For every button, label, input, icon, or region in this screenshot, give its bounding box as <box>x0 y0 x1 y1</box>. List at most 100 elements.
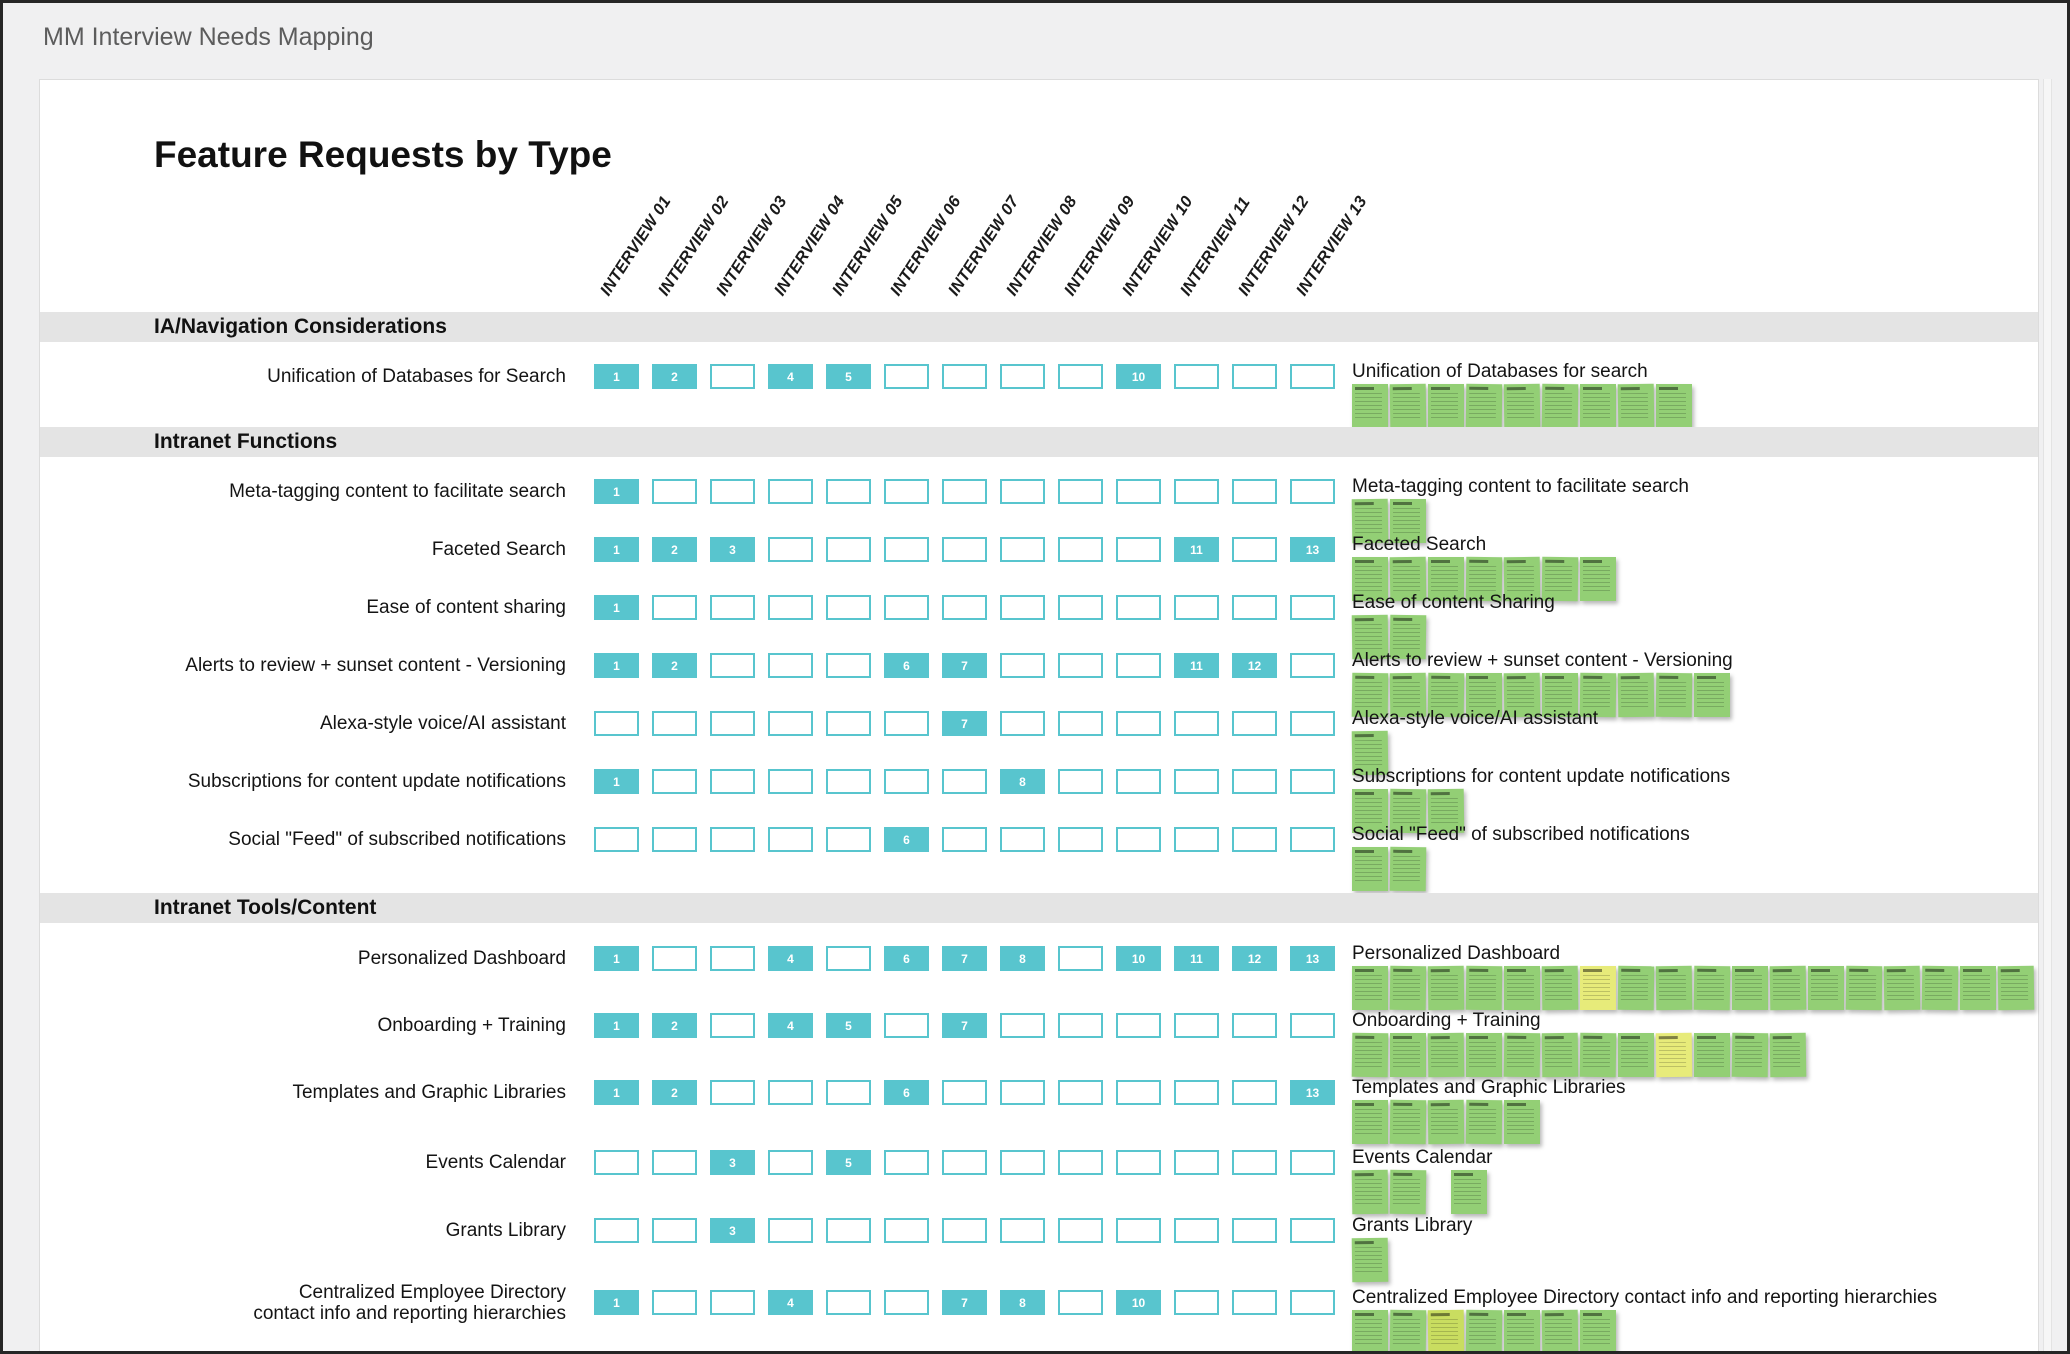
sticky-note[interactable] <box>1504 1310 1540 1351</box>
matrix-cell-empty[interactable] <box>942 1150 987 1175</box>
matrix-cell-filled[interactable]: 1 <box>594 364 639 389</box>
matrix-cell-empty[interactable] <box>1290 1013 1335 1038</box>
sticky-note[interactable] <box>1352 1100 1388 1144</box>
matrix-cell-empty[interactable] <box>768 479 813 504</box>
sticky-note[interactable] <box>1466 1033 1502 1077</box>
sticky-note[interactable] <box>1769 1032 1807 1078</box>
sticky-note[interactable] <box>1580 966 1616 1010</box>
matrix-cell-empty[interactable] <box>942 1080 987 1105</box>
matrix-cell-empty[interactable] <box>826 827 871 852</box>
sticky-note[interactable] <box>1694 673 1730 717</box>
sticky-note[interactable] <box>1389 846 1427 892</box>
matrix-cell-empty[interactable] <box>1000 1080 1045 1105</box>
matrix-cell-empty[interactable] <box>1232 364 1277 389</box>
matrix-cell-empty[interactable] <box>1116 827 1161 852</box>
sticky-note[interactable] <box>1541 383 1579 429</box>
sticky-note[interactable] <box>1427 1099 1465 1145</box>
matrix-cell-empty[interactable] <box>884 537 929 562</box>
matrix-cell-empty[interactable] <box>1000 595 1045 620</box>
scrollbar-track[interactable] <box>2043 79 2052 1351</box>
sticky-note[interactable] <box>1580 1310 1616 1351</box>
matrix-cell-empty[interactable] <box>1290 1218 1335 1243</box>
matrix-cell-empty[interactable] <box>710 479 755 504</box>
sticky-note[interactable] <box>1960 966 1996 1010</box>
matrix-cell-empty[interactable] <box>826 769 871 794</box>
matrix-cell-filled[interactable]: 2 <box>652 364 697 389</box>
matrix-cell-empty[interactable] <box>1000 653 1045 678</box>
matrix-cell-empty[interactable] <box>1174 595 1219 620</box>
matrix-cell-empty[interactable] <box>1174 769 1219 794</box>
matrix-cell-empty[interactable] <box>1232 711 1277 736</box>
matrix-cell-filled[interactable]: 12 <box>1232 653 1277 678</box>
matrix-cell-filled[interactable]: 1 <box>594 595 639 620</box>
matrix-cell-filled[interactable]: 6 <box>884 1080 929 1105</box>
matrix-cell-empty[interactable] <box>652 1290 697 1315</box>
matrix-cell-empty[interactable] <box>710 1080 755 1105</box>
matrix-cell-empty[interactable] <box>884 1290 929 1315</box>
sticky-note[interactable] <box>1655 965 1693 1011</box>
matrix-cell-filled[interactable]: 3 <box>710 1150 755 1175</box>
sticky-note[interactable] <box>1352 966 1388 1010</box>
matrix-cell-empty[interactable] <box>1232 595 1277 620</box>
matrix-cell-empty[interactable] <box>942 769 987 794</box>
sticky-note[interactable] <box>1427 1309 1465 1351</box>
sticky-note[interactable] <box>1465 1099 1503 1145</box>
matrix-cell-empty[interactable] <box>942 827 987 852</box>
matrix-cell-empty[interactable] <box>942 595 987 620</box>
matrix-cell-empty[interactable] <box>768 711 813 736</box>
matrix-cell-filled[interactable]: 1 <box>594 769 639 794</box>
matrix-cell-filled[interactable]: 10 <box>1116 946 1161 971</box>
sticky-note[interactable] <box>1389 1099 1427 1145</box>
matrix-cell-empty[interactable] <box>768 537 813 562</box>
matrix-cell-empty[interactable] <box>710 1290 755 1315</box>
matrix-cell-filled[interactable]: 13 <box>1290 537 1335 562</box>
matrix-cell-empty[interactable] <box>826 1290 871 1315</box>
matrix-cell-empty[interactable] <box>942 364 987 389</box>
matrix-cell-empty[interactable] <box>1232 1080 1277 1105</box>
matrix-cell-empty[interactable] <box>652 946 697 971</box>
matrix-cell-filled[interactable]: 2 <box>652 653 697 678</box>
matrix-cell-empty[interactable] <box>826 595 871 620</box>
matrix-cell-empty[interactable] <box>1058 479 1103 504</box>
matrix-cell-filled[interactable]: 6 <box>884 653 929 678</box>
sticky-note[interactable] <box>1351 1169 1389 1215</box>
matrix-cell-empty[interactable] <box>1116 479 1161 504</box>
sticky-note[interactable] <box>1541 965 1579 1011</box>
matrix-cell-empty[interactable] <box>768 1150 813 1175</box>
matrix-cell-filled[interactable]: 11 <box>1174 946 1219 971</box>
matrix-cell-filled[interactable]: 7 <box>942 1013 987 1038</box>
matrix-cell-empty[interactable] <box>884 1013 929 1038</box>
sticky-note[interactable] <box>1503 383 1541 429</box>
matrix-cell-filled[interactable]: 1 <box>594 537 639 562</box>
matrix-cell-filled[interactable]: 2 <box>652 1013 697 1038</box>
matrix-cell-empty[interactable] <box>1058 1080 1103 1105</box>
matrix-cell-empty[interactable] <box>1232 769 1277 794</box>
matrix-cell-empty[interactable] <box>1290 769 1335 794</box>
matrix-cell-empty[interactable] <box>594 711 639 736</box>
sticky-note[interactable] <box>1427 1032 1465 1078</box>
matrix-cell-empty[interactable] <box>1058 1290 1103 1315</box>
sticky-note[interactable] <box>1389 965 1427 1011</box>
matrix-cell-empty[interactable] <box>710 1013 755 1038</box>
matrix-cell-empty[interactable] <box>1174 1290 1219 1315</box>
sticky-note[interactable] <box>1389 1169 1427 1215</box>
matrix-cell-empty[interactable] <box>826 1080 871 1105</box>
matrix-cell-empty[interactable] <box>1000 479 1045 504</box>
matrix-cell-empty[interactable] <box>1000 1150 1045 1175</box>
matrix-cell-filled[interactable]: 4 <box>768 1013 813 1038</box>
matrix-cell-empty[interactable] <box>652 1218 697 1243</box>
sticky-note[interactable] <box>1617 672 1655 718</box>
matrix-cell-empty[interactable] <box>1000 1218 1045 1243</box>
matrix-cell-empty[interactable] <box>1058 1013 1103 1038</box>
matrix-cell-empty[interactable] <box>1058 595 1103 620</box>
sticky-note[interactable] <box>1466 673 1502 717</box>
matrix-cell-empty[interactable] <box>1000 364 1045 389</box>
sticky-note[interactable] <box>1351 1237 1389 1283</box>
matrix-cell-empty[interactable] <box>884 595 929 620</box>
matrix-cell-filled[interactable]: 2 <box>652 537 697 562</box>
matrix-cell-empty[interactable] <box>652 595 697 620</box>
matrix-cell-empty[interactable] <box>1058 1218 1103 1243</box>
matrix-cell-empty[interactable] <box>1174 1013 1219 1038</box>
matrix-cell-empty[interactable] <box>1174 1150 1219 1175</box>
matrix-cell-filled[interactable]: 4 <box>768 364 813 389</box>
